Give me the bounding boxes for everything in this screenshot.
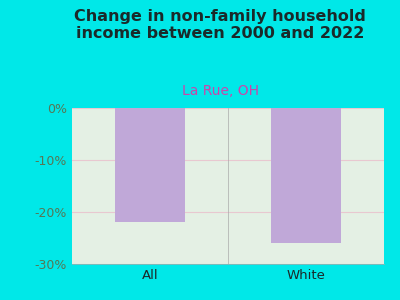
Bar	[115, 108, 185, 222]
Bar	[271, 108, 341, 243]
Text: La Rue, OH: La Rue, OH	[182, 84, 258, 98]
Text: Change in non-family household
income between 2000 and 2022: Change in non-family household income be…	[74, 9, 366, 41]
